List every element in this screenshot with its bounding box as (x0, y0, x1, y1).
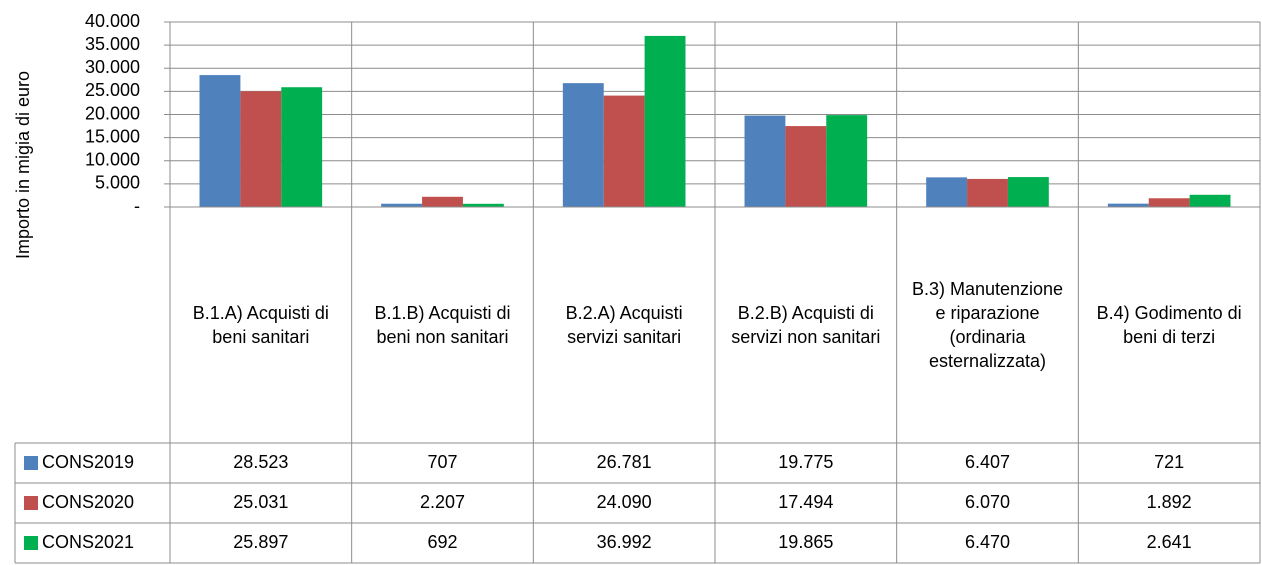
y-tick-label: 25.000 (85, 80, 140, 100)
y-tick-label: 35.000 (85, 34, 140, 54)
x-tick-label: B.2.B) Acquisti di servizi non sanitari (731, 303, 881, 347)
y-tick-label: - (134, 196, 140, 216)
x-tick-label: B.1.A) Acquisti di beni sanitari (192, 303, 329, 347)
table-value: 692 (427, 532, 457, 552)
bar (1107, 203, 1149, 207)
bar (1189, 194, 1231, 207)
category-cell: B.1.A) Acquisti di beni sanitari (192, 303, 329, 347)
bar (644, 35, 686, 207)
table-value: 25.031 (233, 492, 288, 512)
bar (562, 83, 604, 207)
bar (199, 75, 241, 208)
legend-label: CONS2019 (42, 452, 134, 472)
x-tick-label: B.4) Godimento di beni di terzi (1096, 303, 1242, 347)
bar (462, 203, 504, 207)
bar (744, 115, 786, 207)
bar (967, 178, 1008, 207)
y-axis-label: Importo in migia di euro (13, 71, 33, 259)
legend-swatch (24, 496, 38, 510)
y-tick-label: 5.000 (95, 173, 140, 193)
table-value: 19.865 (778, 532, 833, 552)
bar (240, 91, 282, 207)
legend-swatch (24, 456, 38, 470)
table-value: 721 (1154, 452, 1184, 472)
table-value: 6.407 (965, 452, 1010, 472)
x-tick-label: B.3) Manutenzione e riparazione (ordinar… (911, 279, 1064, 371)
bar (603, 95, 645, 207)
legend-label: CONS2020 (42, 492, 134, 512)
table-value: 26.781 (597, 452, 652, 472)
table-value: 1.892 (1147, 492, 1192, 512)
table-value: 6.070 (965, 492, 1010, 512)
table-value: 25.897 (233, 532, 288, 552)
table-value: 36.992 (597, 532, 652, 552)
table-value: 17.494 (778, 492, 833, 512)
table-value: 24.090 (597, 492, 652, 512)
bar (281, 87, 323, 207)
table-value: 28.523 (233, 452, 288, 472)
y-tick-label: 40.000 (85, 11, 140, 31)
table-value: 2.207 (420, 492, 465, 512)
bar (1007, 177, 1049, 207)
category-cell: B.4) Godimento di beni di terzi (1096, 303, 1242, 347)
table-value: 19.775 (778, 452, 833, 472)
bar (381, 203, 423, 207)
y-tick-label: 10.000 (85, 150, 140, 170)
category-cell: B.1.B) Acquisti di beni non sanitari (374, 303, 511, 347)
category-cell: B.2.B) Acquisti di servizi non sanitari (731, 303, 881, 347)
bar (826, 115, 868, 207)
bar (926, 177, 968, 207)
legend-swatch (24, 536, 38, 550)
y-tick-label: 20.000 (85, 103, 140, 123)
category-cell: B.3) Manutenzione e riparazione (ordinar… (911, 279, 1064, 371)
table-value: 6.470 (965, 532, 1010, 552)
bar (785, 126, 827, 207)
table-value: 2.641 (1147, 532, 1192, 552)
category-cell: B.2.A) Acquisti servizi sanitari (565, 303, 683, 347)
y-tick-label: 15.000 (85, 126, 140, 146)
x-tick-label: B.1.B) Acquisti di beni non sanitari (374, 303, 511, 347)
y-tick-label: 30.000 (85, 57, 140, 77)
bar (1148, 198, 1190, 207)
x-tick-label: B.2.A) Acquisti servizi sanitari (565, 303, 683, 347)
legend-label: CONS2021 (42, 532, 134, 552)
table-value: 707 (427, 452, 457, 472)
bar (422, 196, 463, 207)
